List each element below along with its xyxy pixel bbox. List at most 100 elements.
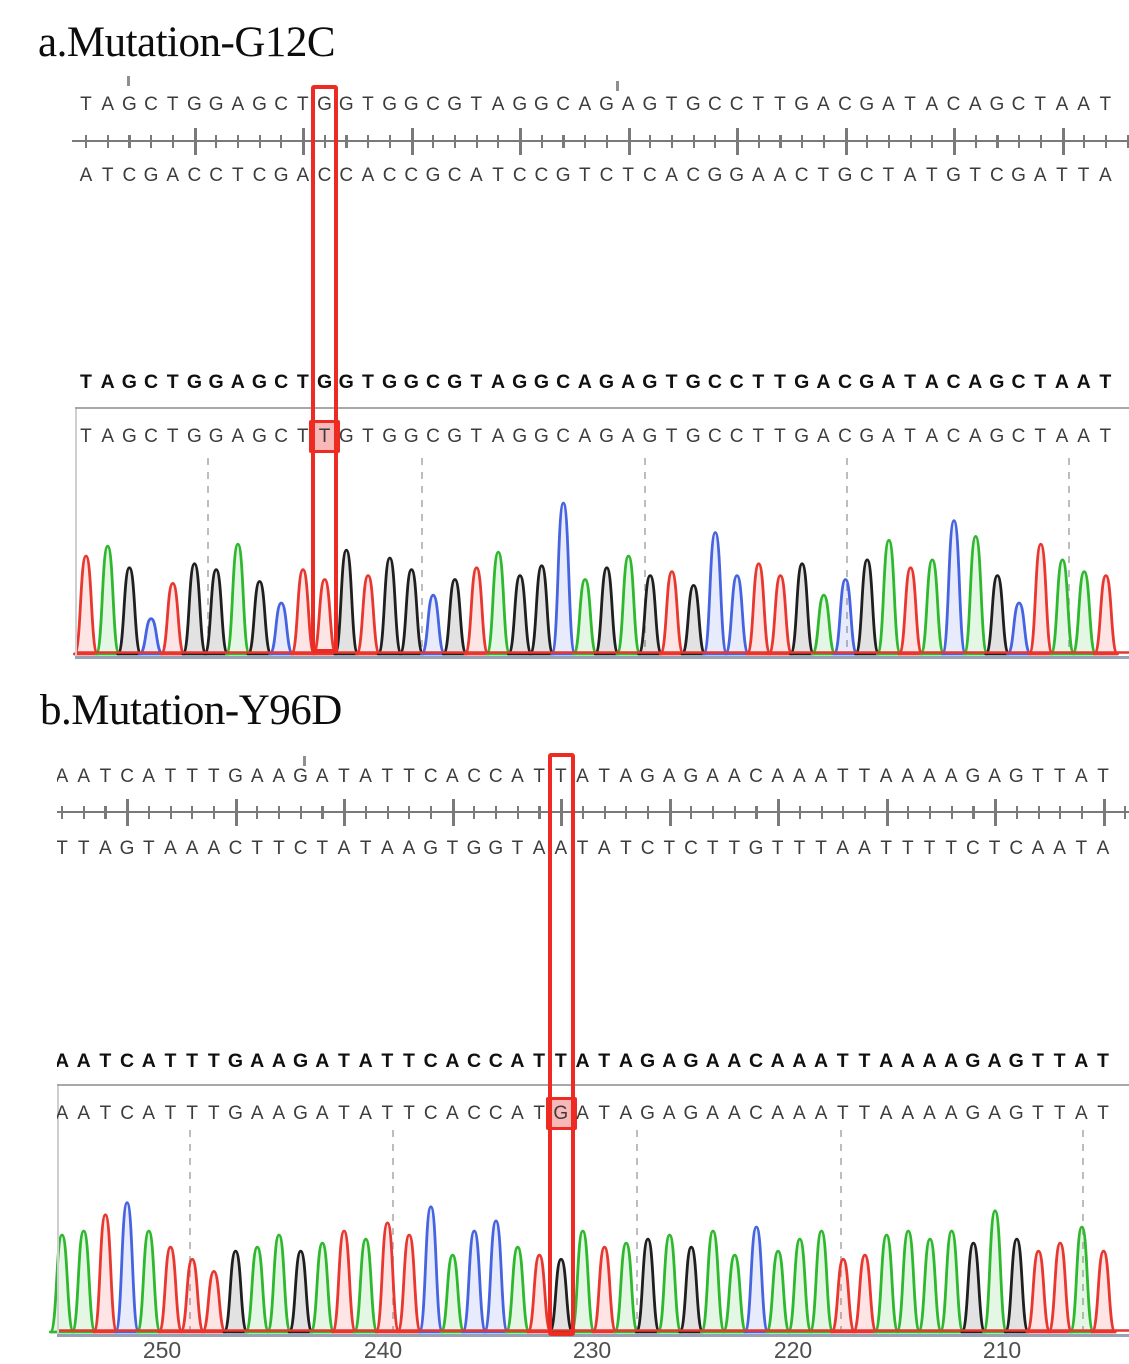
base-char: G [121, 426, 137, 447]
base-char: G [208, 371, 224, 393]
trace-peak-G [634, 1237, 661, 1334]
base-char: A [814, 1050, 829, 1072]
ruler-minor-tick [256, 805, 259, 819]
base-char: G [555, 165, 571, 186]
ruler-minor-tick [345, 134, 348, 148]
base-char: G [338, 426, 354, 447]
position-label: 220 [773, 1337, 813, 1363]
base-char: A [141, 1050, 156, 1072]
trace-peak-A [244, 1245, 271, 1334]
base-char: A [1055, 94, 1069, 115]
trace-peak-A [70, 1229, 97, 1334]
base-char: C [708, 426, 722, 447]
base-char: G [859, 371, 875, 393]
base-char: G [447, 371, 463, 393]
base-char: A [446, 1103, 459, 1124]
trace-peak-A [808, 1229, 835, 1334]
base-char: A [665, 165, 678, 186]
base-char: C [512, 165, 527, 186]
base-char: A [577, 371, 592, 393]
base-char: A [836, 838, 850, 859]
base-char: T [1075, 838, 1088, 859]
trace-peak-A [224, 542, 251, 656]
base-char: A [250, 766, 264, 787]
trace-peak-G [398, 568, 425, 656]
base-char: G [338, 94, 354, 115]
trace-peak-G [441, 578, 468, 656]
base-char: C [274, 94, 289, 115]
base-char: G [946, 165, 961, 186]
base-char: A [359, 766, 372, 787]
base-char: A [621, 94, 635, 115]
base-char: T [728, 838, 741, 859]
base-char: A [882, 94, 895, 115]
trace-peak-C [702, 531, 729, 656]
base-char: G [187, 94, 202, 115]
base-char: T [186, 1050, 199, 1072]
base-char: A [77, 1103, 91, 1124]
base-char: T [576, 838, 589, 859]
trace-peak-A [309, 1241, 336, 1334]
base-char: C [838, 94, 852, 115]
ruler-minor-tick [453, 134, 457, 148]
trace-peak-G [960, 1241, 987, 1334]
ruler-minor-tick [236, 134, 240, 148]
ruler-minor-tick [842, 805, 845, 819]
trace-peak-A [352, 1237, 379, 1334]
ruler-minor-tick [909, 134, 912, 148]
base-char: G [403, 426, 419, 447]
base-char: A [231, 426, 245, 447]
trace-peak-G [789, 562, 816, 656]
base-char: A [793, 1103, 806, 1124]
ruler-minor-tick [150, 134, 153, 148]
sequence-ruler [57, 797, 1129, 827]
base-char: T [923, 838, 936, 859]
base-char: C [317, 165, 332, 186]
base-char: T [622, 165, 634, 186]
trace-peak-T [374, 1221, 401, 1334]
base-char: T [945, 838, 957, 859]
base-char: T [836, 1050, 849, 1072]
base-char: A [250, 1050, 265, 1072]
base-char: A [1074, 1103, 1088, 1124]
ruler-major-tick [953, 127, 956, 155]
base-char: A [575, 1050, 590, 1072]
base-char: T [902, 838, 914, 859]
trace-peak-A [94, 544, 121, 656]
trace-peak-T [897, 566, 924, 656]
trace-peak-T [159, 582, 186, 656]
ruler-minor-tick [321, 805, 324, 819]
trace-peak-A [962, 535, 989, 656]
trace-peak-A [895, 1229, 922, 1334]
base-char: T [166, 94, 179, 115]
base-char: T [665, 371, 678, 393]
ruler-minor-tick [1015, 805, 1018, 819]
ruler-minor-tick [432, 134, 435, 148]
base-char: T [77, 838, 90, 859]
trace-peak-T [767, 574, 794, 656]
trace-peak-A [656, 1233, 683, 1334]
trace-peak-G [528, 564, 555, 656]
base-char: T [338, 1103, 350, 1124]
base-char: T [186, 766, 198, 787]
base-char: T [774, 94, 786, 115]
base-char: T [381, 766, 394, 787]
base-char: G [989, 426, 1005, 447]
base-char: T [164, 1103, 177, 1124]
base-char: A [76, 1050, 91, 1072]
base-char: C [144, 94, 158, 115]
trace-peak-T [591, 1245, 618, 1334]
base-char: G [534, 94, 549, 115]
base-char: G [639, 1050, 656, 1072]
base-char: T [80, 94, 92, 115]
base-char: T [359, 838, 372, 859]
base-char: A [706, 1103, 719, 1124]
base-char: T [752, 426, 765, 447]
base-char: G [403, 94, 419, 115]
base-char: G [965, 766, 981, 787]
alignment-separator [75, 407, 1129, 409]
base-char: C [274, 426, 289, 447]
base-char: G [683, 1050, 699, 1072]
